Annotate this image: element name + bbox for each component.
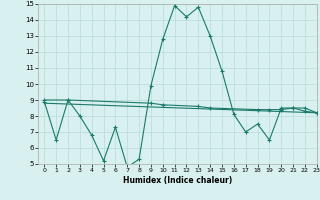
X-axis label: Humidex (Indice chaleur): Humidex (Indice chaleur) bbox=[123, 176, 232, 185]
